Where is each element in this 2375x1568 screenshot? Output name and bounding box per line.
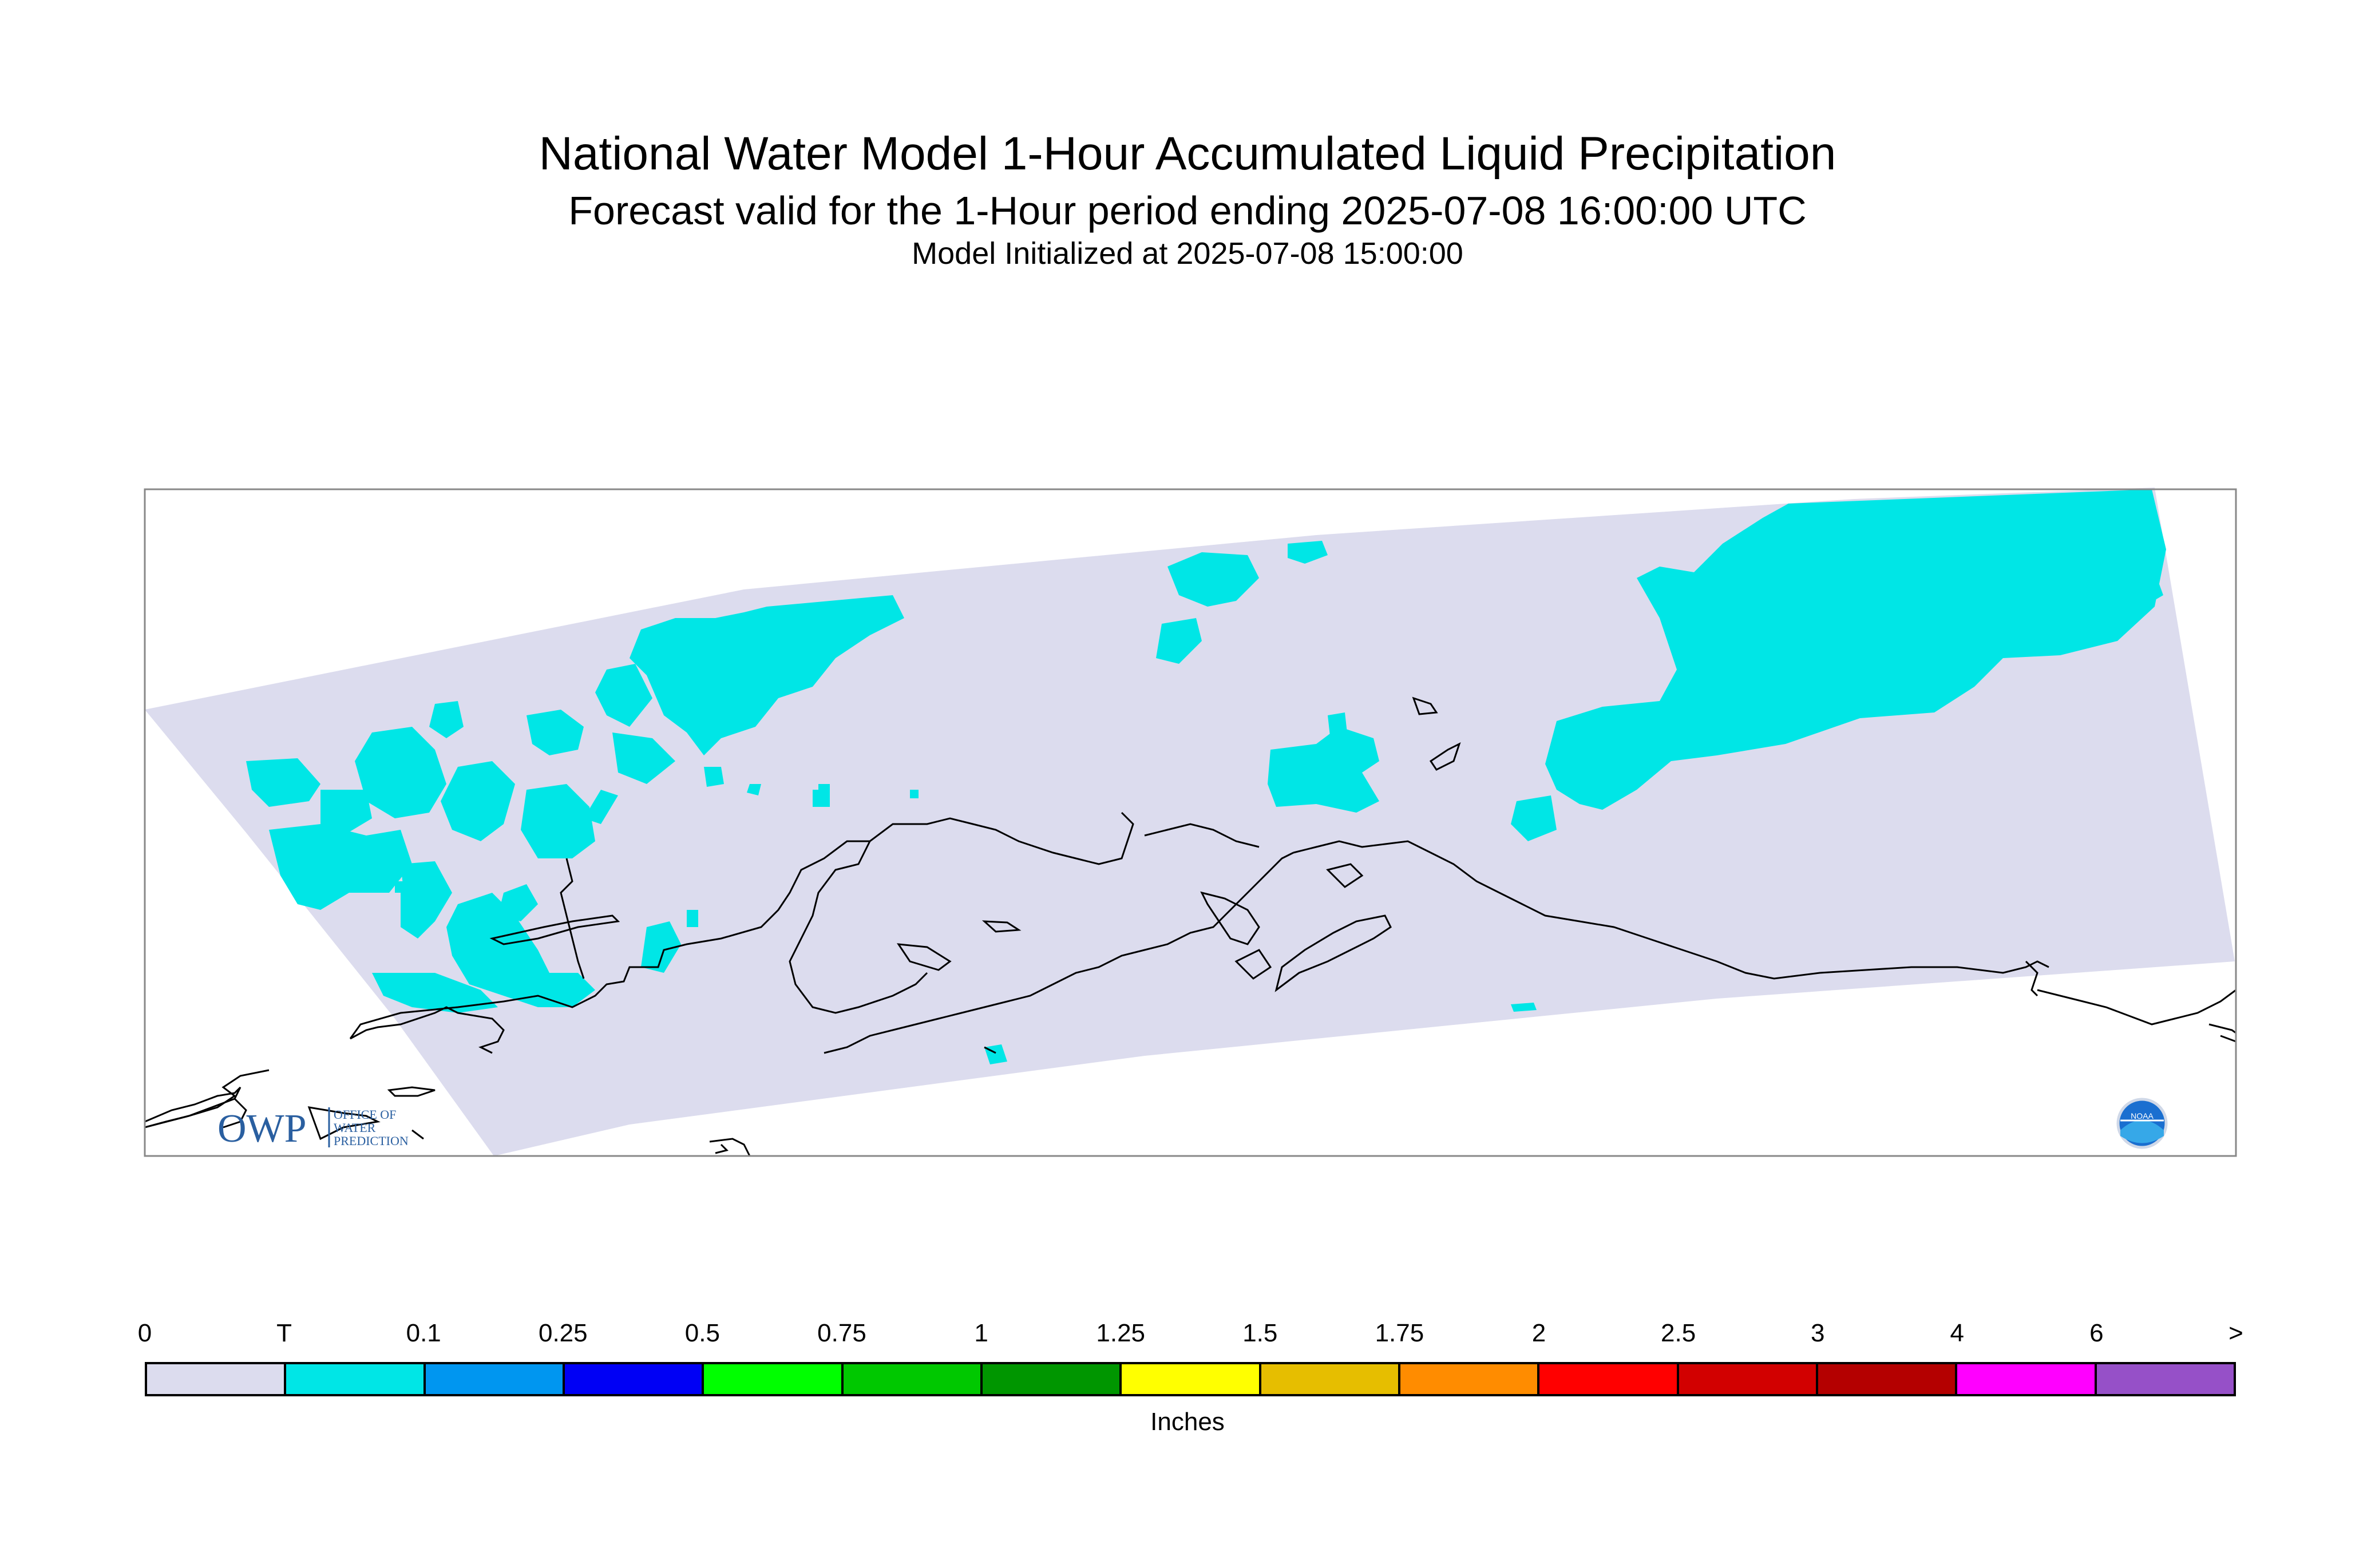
legend-cell — [982, 1364, 1122, 1394]
legend-tick-label: > — [2228, 1319, 2243, 1347]
owp-logo: OWP OFFICE OF WATER PREDICTION — [217, 1107, 409, 1151]
legend-tick-label: 2.5 — [1661, 1319, 1696, 1347]
legend-cell — [425, 1364, 565, 1394]
legend-cell — [1818, 1364, 1958, 1394]
legend-cell — [2096, 1364, 2234, 1394]
legend-tick-label: 6 — [2089, 1319, 2104, 1347]
legend-tick-label: 0 — [137, 1319, 152, 1347]
legend-colorbar — [145, 1362, 2236, 1396]
legend-tick-label: 0.75 — [817, 1319, 866, 1347]
coastline-peninsula — [824, 852, 1294, 1054]
precip-area-northwest — [630, 595, 904, 755]
legend-tick-label: 0.25 — [538, 1319, 588, 1347]
precip-area-central — [1268, 727, 1379, 813]
model-init-time: Model Initialized at 2025-07-08 15:00:00 — [912, 236, 1463, 271]
coastline-south — [1293, 840, 2237, 1025]
owp-logo-line3: PREDICTION — [334, 1134, 409, 1148]
precipitation-areas — [246, 489, 2166, 1064]
legend-tick-label: 4 — [1950, 1319, 1965, 1347]
coastlines — [144, 696, 2237, 1157]
legend-tick-label: 1.5 — [1242, 1319, 1278, 1347]
map-title: National Water Model 1-Hour Accumulated … — [539, 128, 1836, 180]
legend-cell — [843, 1364, 983, 1394]
legend-cell — [147, 1364, 287, 1394]
legend-cell — [1261, 1364, 1400, 1394]
precip-area-northeast — [1545, 489, 2166, 810]
legend-cell — [1957, 1364, 2097, 1394]
legend-tick-label: 0.5 — [684, 1319, 720, 1347]
owp-logo-line2: WATER — [334, 1120, 376, 1135]
legend-labels: 0 T 0.1 0.25 0.5 0.75 1 1.25 1.5 1.75 2 2.5 3 4 6 > — [0, 1319, 2375, 1353]
legend-tick-label: 1.25 — [1096, 1319, 1146, 1347]
legend-tick-label: 0.1 — [406, 1319, 441, 1347]
legend-units: Inches — [1150, 1408, 1225, 1436]
legend-tick-label: 2 — [1531, 1319, 1546, 1347]
legend-tick-label: 1.75 — [1375, 1319, 1424, 1347]
legend-cell — [1122, 1364, 1261, 1394]
owp-logo-text: OWP — [217, 1107, 307, 1151]
legend-tick-label: 3 — [1810, 1319, 1825, 1347]
map-frame — [144, 488, 2237, 1157]
legend-cell — [1400, 1364, 1540, 1394]
noaa-logo-text: NOAA — [2131, 1111, 2154, 1120]
legend-tick-label: T — [276, 1319, 292, 1347]
legend-cell — [1539, 1364, 1679, 1394]
legend-cell — [704, 1364, 844, 1394]
legend-tick-label: 1 — [974, 1319, 988, 1347]
map-subtitle: Forecast valid for the 1-Hour period end… — [568, 188, 1807, 233]
noaa-logo: NOAA — [2116, 1098, 2168, 1149]
legend-cell — [1679, 1364, 1818, 1394]
legend-cell — [286, 1364, 426, 1394]
legend-cell — [564, 1364, 704, 1394]
owp-logo-line1: OFFICE OF — [334, 1107, 396, 1122]
